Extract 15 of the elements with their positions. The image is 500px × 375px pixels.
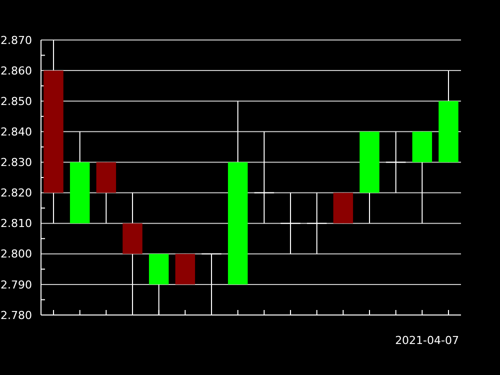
candlestick — [254, 131, 275, 224]
y-tick-label: 2.820 — [0, 186, 32, 200]
candlestick — [385, 131, 406, 194]
y-tick-label: 2.850 — [0, 94, 32, 108]
y-tick-label: 2.780 — [0, 308, 32, 322]
candlestick — [280, 192, 301, 254]
y-tick-label: 2.790 — [0, 278, 32, 292]
y-tick-label: 2.800 — [0, 248, 32, 261]
y-tick-label: 2.840 — [0, 126, 32, 139]
y-tick-label: 2.830 — [0, 156, 32, 170]
text: 2021-04-07 — [395, 334, 459, 347]
y-tick-label: 2.870 — [0, 34, 32, 47]
candlestick — [306, 192, 328, 254]
y-tick-label: 2.860 — [0, 64, 32, 78]
y-tick-label: 2.810 — [0, 217, 32, 230]
